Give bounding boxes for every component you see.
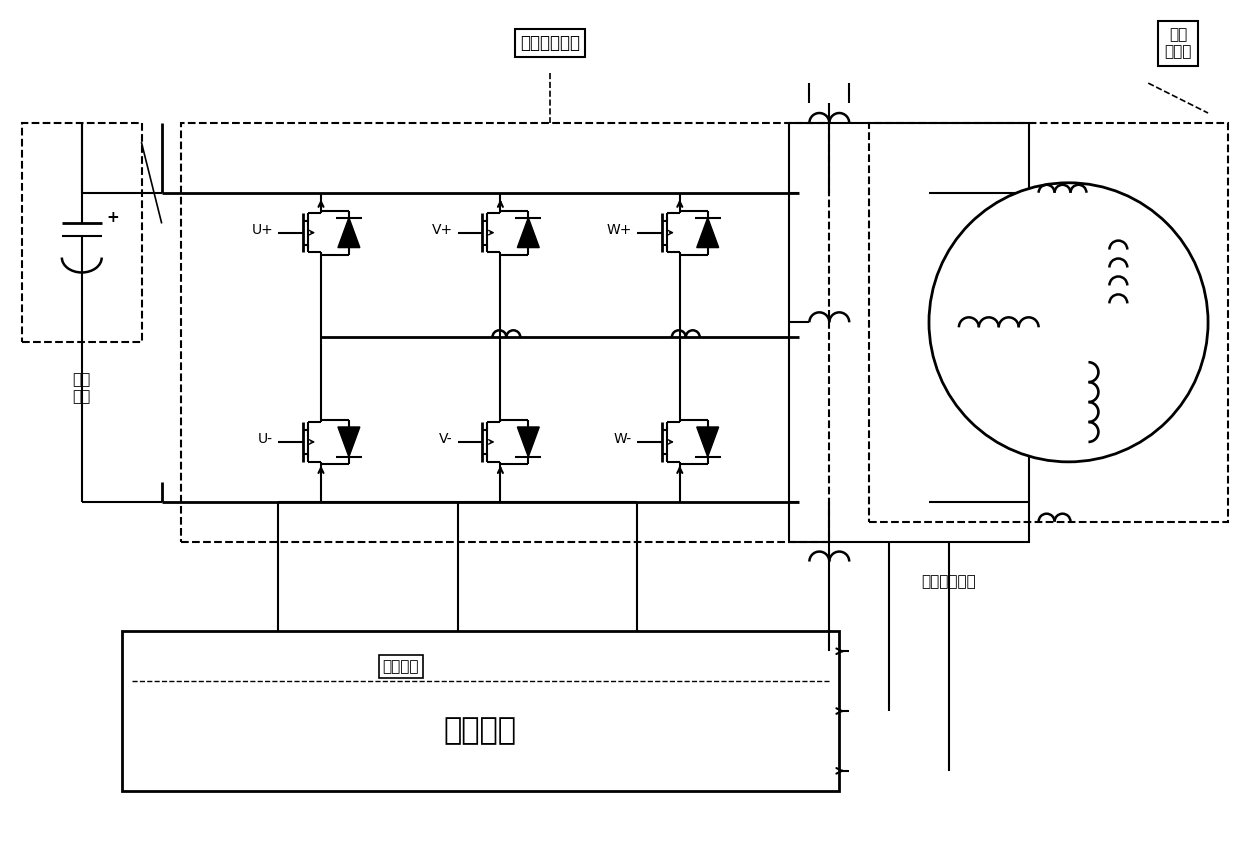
Bar (790, 123, 1029, 541)
Text: 电解
电容: 电解 电容 (73, 372, 91, 404)
Polygon shape (697, 218, 719, 248)
Bar (181, 123, 830, 541)
Circle shape (929, 183, 1208, 462)
Polygon shape (517, 427, 539, 457)
Text: W+: W+ (606, 222, 632, 237)
Polygon shape (697, 427, 719, 457)
Text: U-: U- (258, 432, 273, 446)
Text: V+: V+ (432, 222, 453, 237)
Text: 三相电流检测: 三相电流检测 (921, 574, 976, 589)
Polygon shape (517, 218, 539, 248)
Text: 智能功率模块: 智能功率模块 (521, 35, 580, 52)
Text: 变频
压缩机: 变频 压缩机 (1164, 27, 1192, 60)
Text: W-: W- (614, 432, 632, 446)
Bar (22, 123, 141, 342)
Polygon shape (339, 218, 360, 248)
Text: U+: U+ (252, 222, 273, 237)
Bar (122, 632, 839, 791)
Text: V-: V- (439, 432, 453, 446)
Bar (869, 123, 1228, 522)
Polygon shape (339, 427, 360, 457)
Text: 控制芯片: 控制芯片 (444, 717, 517, 745)
Text: +: + (107, 210, 119, 225)
Text: 驱动信号: 驱动信号 (382, 658, 419, 674)
